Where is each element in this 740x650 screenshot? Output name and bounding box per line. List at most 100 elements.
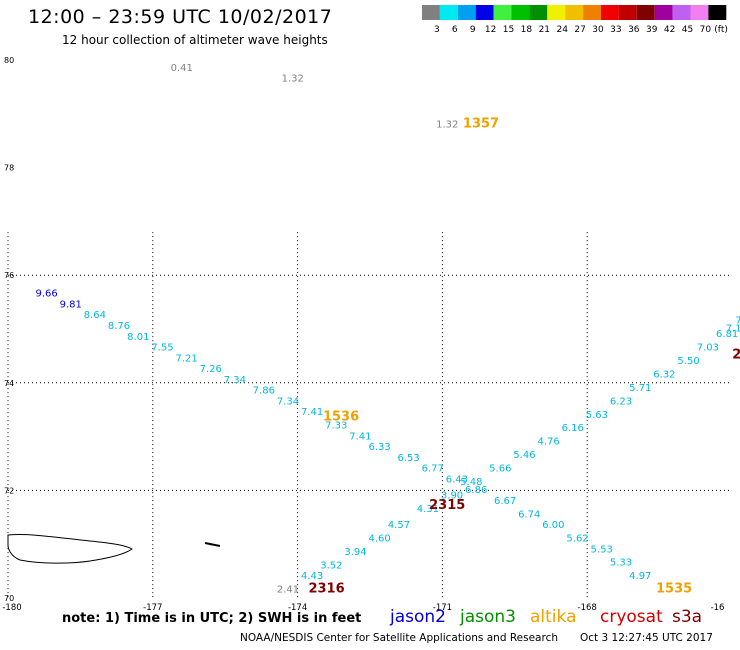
island-outline bbox=[7, 534, 133, 564]
swh-label: 7.26 bbox=[200, 364, 222, 375]
legend-label: 24 bbox=[556, 25, 568, 35]
satellite-label-altika: altika bbox=[530, 607, 577, 627]
satellite-label-s3a: s3a bbox=[672, 607, 703, 627]
legend-swatch bbox=[654, 5, 673, 20]
x-tick-label: -16 bbox=[711, 603, 725, 613]
swh-label: 7.55 bbox=[151, 343, 173, 354]
swh-label: 2.41 bbox=[277, 585, 299, 596]
legend-label: 70 bbox=[700, 25, 712, 35]
swh-label: 7.74 bbox=[735, 316, 740, 327]
swh-label: 6.16 bbox=[562, 423, 584, 434]
satellite-label-cryosat: cryosat bbox=[600, 607, 663, 627]
pass-time-label: 1357 bbox=[463, 116, 499, 131]
swh-label: 7.41 bbox=[349, 431, 371, 442]
swh-label: 7.86 bbox=[253, 386, 275, 397]
legend-label: 21 bbox=[539, 25, 550, 35]
x-tick-label: -174 bbox=[288, 603, 307, 613]
legend-label: 18 bbox=[521, 25, 533, 35]
islet-outline bbox=[204, 542, 221, 547]
swh-label: 6.23 bbox=[610, 396, 632, 407]
swh-label: 9.66 bbox=[35, 289, 57, 300]
y-tick-labels: 80 78 76 74 72 70 bbox=[4, 56, 14, 603]
swh-label: 4.76 bbox=[537, 437, 559, 448]
legend-swatch bbox=[439, 5, 458, 20]
swh-label: 5.66 bbox=[489, 464, 511, 475]
swh-label: 8.64 bbox=[84, 310, 106, 321]
x-tick-label: -180 bbox=[2, 603, 21, 613]
swh-label: 4.57 bbox=[388, 520, 410, 531]
coastline bbox=[7, 534, 221, 564]
legend-swatch bbox=[493, 5, 512, 20]
swh-label: 5.50 bbox=[677, 356, 699, 367]
y-tick-label: 72 bbox=[4, 486, 14, 495]
swh-label: 7.03 bbox=[697, 343, 719, 354]
swh-label: 5.63 bbox=[586, 410, 608, 421]
y-tick-label: 80 bbox=[4, 56, 14, 65]
swh-label: 8.01 bbox=[127, 332, 149, 343]
y-tick-label: 76 bbox=[4, 271, 14, 280]
swh-label: 5.33 bbox=[610, 558, 632, 569]
swh-label: 7.34 bbox=[224, 375, 246, 386]
legend-label: 39 bbox=[646, 25, 658, 35]
swh-label: 9.81 bbox=[60, 299, 82, 310]
legend-label: 30 bbox=[592, 25, 604, 35]
swh-label: 5.48 bbox=[460, 477, 482, 488]
legend-swatch bbox=[475, 5, 494, 20]
x-tick-label: -177 bbox=[143, 603, 162, 613]
swh-label: 6.32 bbox=[653, 369, 675, 380]
legend-label: 3 bbox=[434, 25, 440, 35]
pass-time-label: 1535 bbox=[656, 582, 692, 597]
swh-label: 4.97 bbox=[629, 571, 651, 582]
swh-label: 3.94 bbox=[344, 547, 366, 558]
legend-swatch bbox=[601, 5, 619, 20]
swh-label: 5.46 bbox=[513, 450, 535, 461]
legend-swatch bbox=[672, 5, 691, 20]
legend-swatch bbox=[708, 5, 727, 20]
pass-time-label: 2 bbox=[732, 348, 740, 363]
swh-label: 3.52 bbox=[320, 560, 342, 571]
swh-label: 6.81 bbox=[716, 329, 738, 340]
legend-label: 42 bbox=[664, 25, 675, 35]
swh-label: 6.00 bbox=[542, 520, 564, 531]
legend-label: 9 bbox=[470, 25, 476, 35]
legend-label: 12 bbox=[485, 25, 496, 35]
swh-label: 4.31 bbox=[417, 504, 439, 515]
legend-swatch bbox=[690, 5, 709, 20]
satellite-label-jason3: jason3 bbox=[460, 607, 516, 627]
legend-swatch bbox=[529, 5, 548, 20]
swh-label: 6.33 bbox=[369, 442, 391, 453]
swh-label: 5.71 bbox=[629, 383, 651, 394]
legend-label: 27 bbox=[574, 25, 585, 35]
pass-time-labels: 1357 1536 1535 2315 2316 2 bbox=[308, 116, 740, 596]
legend-label: 36 bbox=[628, 25, 640, 35]
pass-time-label: 1536 bbox=[323, 409, 359, 424]
swh-label: 7.33 bbox=[325, 421, 347, 432]
swh-label: 8.76 bbox=[108, 321, 130, 332]
swh-label: 6.74 bbox=[518, 509, 540, 520]
footer-timestamp: Oct 3 12:27:45 UTC 2017 bbox=[580, 632, 713, 644]
legend-swatch bbox=[422, 5, 440, 20]
swh-label: 0.41 bbox=[171, 63, 193, 74]
grid-lines bbox=[7, 232, 732, 598]
swh-label: 7.21 bbox=[175, 353, 197, 364]
legend-label: 15 bbox=[503, 25, 514, 35]
legend-swatch bbox=[565, 5, 584, 20]
swh-label: 5.62 bbox=[566, 534, 588, 545]
legend-swatch bbox=[511, 5, 530, 20]
swh-label: 1.32 bbox=[282, 74, 304, 85]
pass-time-label: 2316 bbox=[308, 582, 344, 597]
swh-label: 6.67 bbox=[494, 496, 516, 507]
x-tick-label: -171 bbox=[433, 603, 452, 613]
swh-label: 3.90 bbox=[441, 490, 463, 501]
legend-swatch bbox=[583, 5, 601, 20]
swh-label: 4.60 bbox=[369, 534, 391, 545]
swh-label: 5.53 bbox=[591, 544, 613, 555]
x-tick-labels: -180 -177 -174 -171 -168 -16 bbox=[2, 603, 724, 613]
swh-label: 6.77 bbox=[422, 464, 444, 475]
legend-unit: (ft) bbox=[714, 25, 728, 35]
x-tick-label: -168 bbox=[578, 603, 597, 613]
y-tick-label: 78 bbox=[4, 164, 14, 173]
legend-label: 6 bbox=[452, 25, 458, 35]
